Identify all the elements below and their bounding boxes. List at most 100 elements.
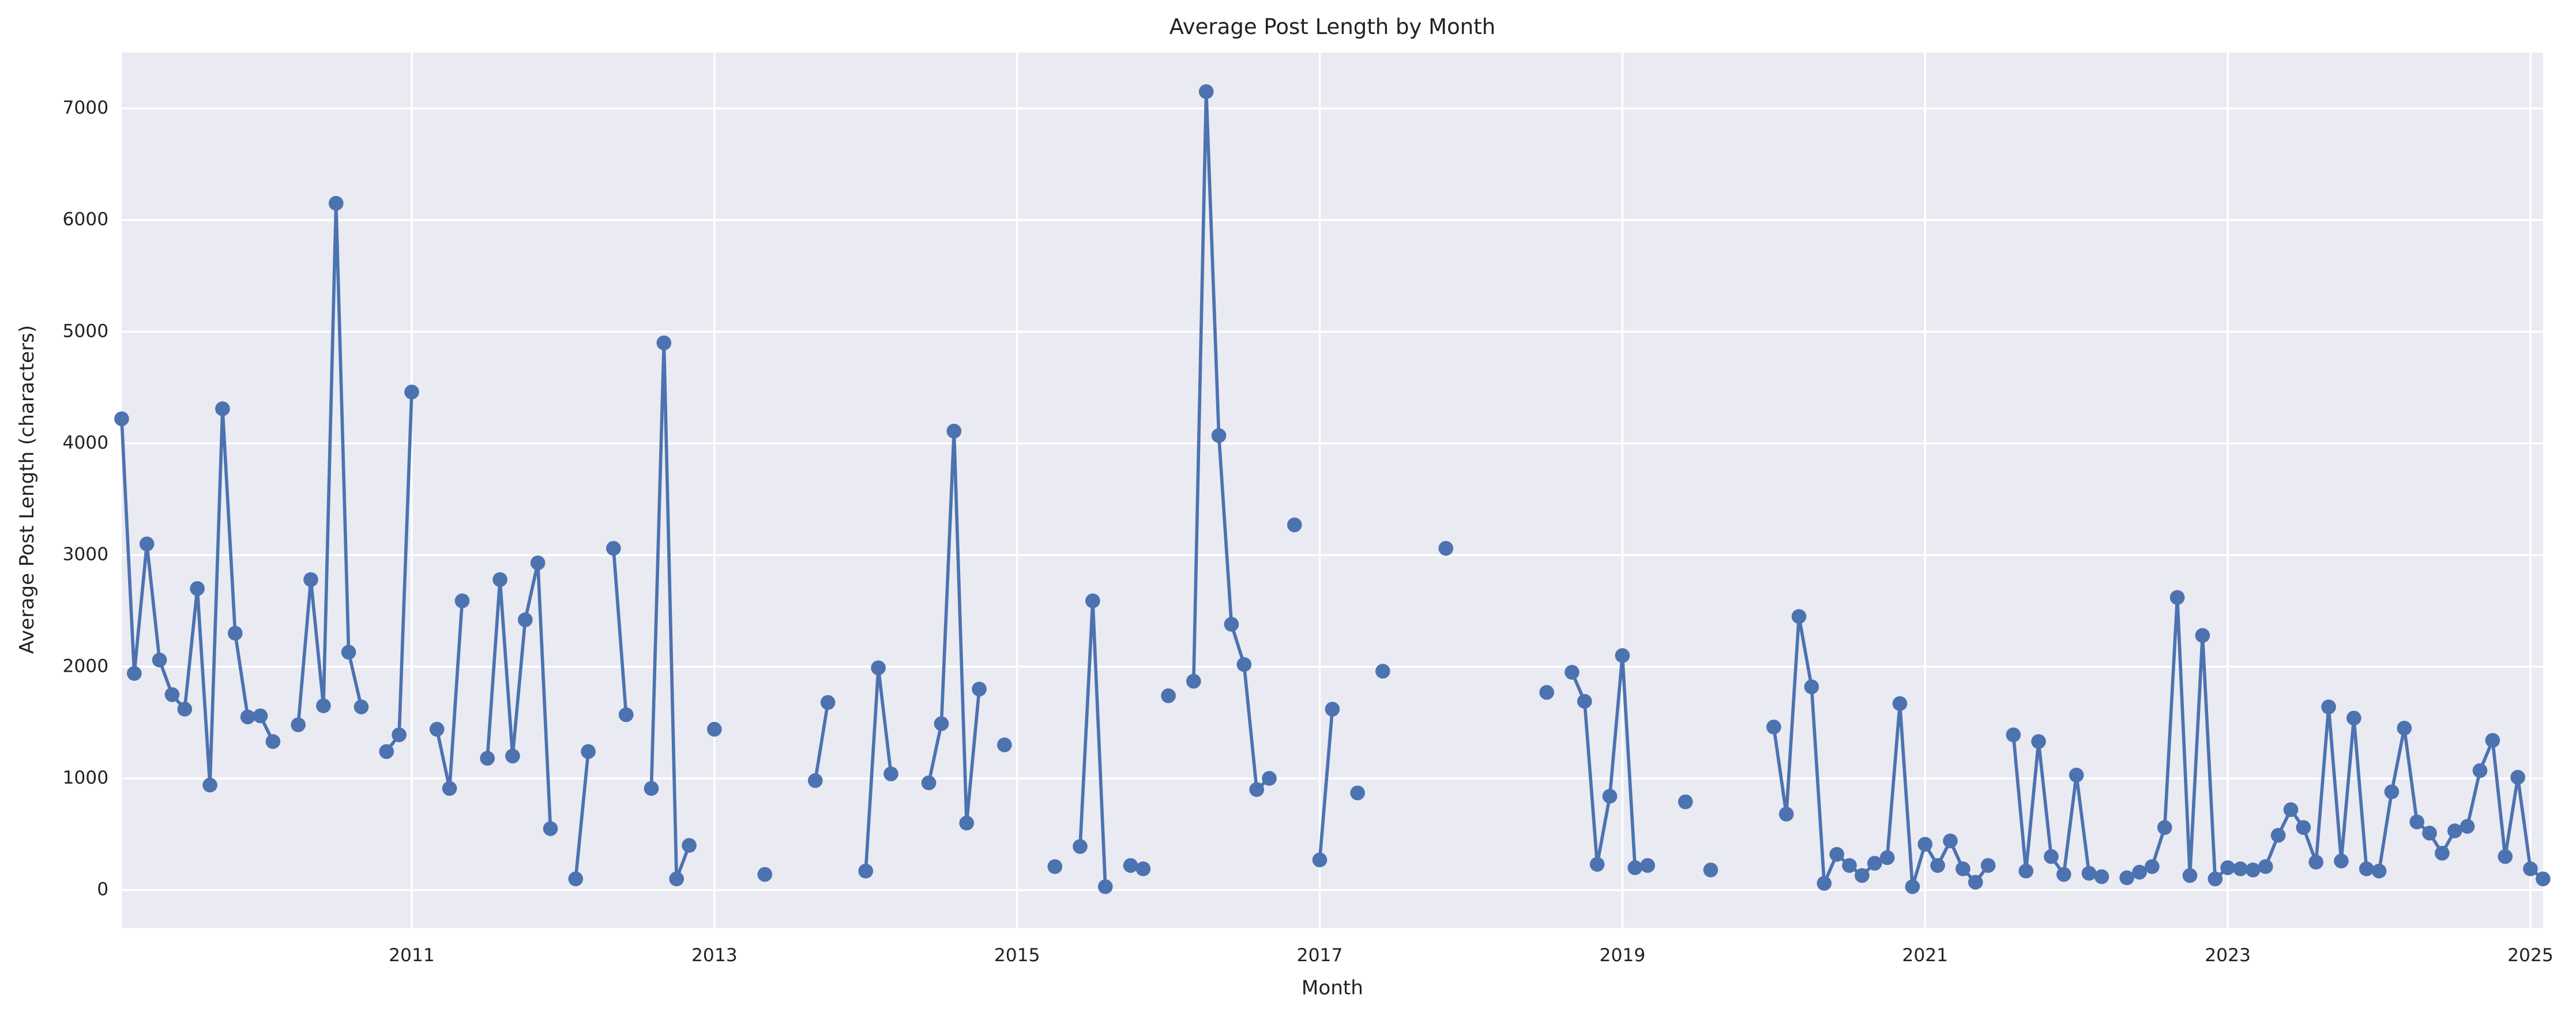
marker bbox=[707, 721, 722, 737]
marker bbox=[1817, 876, 1832, 891]
marker bbox=[2220, 860, 2235, 875]
marker bbox=[454, 593, 470, 608]
plot-area bbox=[121, 52, 2543, 928]
marker bbox=[568, 871, 584, 887]
marker bbox=[1539, 685, 1555, 700]
marker bbox=[1602, 789, 1618, 804]
marker bbox=[2359, 861, 2374, 876]
marker bbox=[2056, 867, 2071, 882]
marker bbox=[253, 708, 268, 724]
marker bbox=[1640, 858, 1655, 873]
marker bbox=[807, 773, 823, 788]
marker bbox=[2233, 861, 2248, 876]
marker bbox=[2145, 859, 2160, 874]
x-tick-label: 2015 bbox=[994, 945, 1040, 966]
marker bbox=[1879, 850, 1895, 865]
y-tick-label: 5000 bbox=[62, 321, 108, 341]
x-tick-label: 2011 bbox=[389, 945, 435, 966]
marker bbox=[2169, 590, 2185, 605]
marker bbox=[2384, 784, 2400, 800]
chart-title: Average Post Length by Month bbox=[1169, 14, 1496, 39]
marker bbox=[820, 695, 836, 710]
marker bbox=[1211, 428, 1227, 443]
marker bbox=[2208, 871, 2223, 887]
y-tick-label: 4000 bbox=[62, 432, 108, 453]
marker bbox=[429, 721, 445, 737]
marker bbox=[934, 716, 949, 731]
marker bbox=[1224, 616, 1239, 632]
marker bbox=[2397, 721, 2412, 736]
marker bbox=[1905, 879, 1920, 894]
marker bbox=[1375, 664, 1390, 679]
marker bbox=[2283, 802, 2299, 818]
marker bbox=[1577, 694, 1592, 709]
marker bbox=[341, 645, 356, 660]
line bbox=[649, 342, 691, 880]
marker bbox=[2523, 861, 2538, 876]
marker bbox=[152, 652, 167, 668]
x-tick-label: 2013 bbox=[691, 945, 738, 966]
marker bbox=[202, 777, 217, 793]
marker bbox=[1287, 517, 1302, 533]
marker bbox=[215, 401, 230, 416]
marker bbox=[1778, 807, 1794, 822]
marker bbox=[2182, 868, 2198, 883]
marker bbox=[1703, 862, 1718, 878]
marker bbox=[1249, 782, 1265, 797]
marker bbox=[2485, 733, 2500, 748]
marker bbox=[354, 699, 369, 714]
marker bbox=[1766, 720, 1781, 735]
line bbox=[2126, 597, 2544, 883]
marker bbox=[2321, 699, 2336, 714]
y-tick-label: 0 bbox=[97, 879, 108, 900]
marker bbox=[581, 744, 596, 759]
marker bbox=[2246, 862, 2261, 878]
marker bbox=[2119, 870, 2134, 886]
marker bbox=[2044, 849, 2059, 864]
marker bbox=[517, 612, 533, 627]
marker bbox=[240, 709, 255, 725]
marker bbox=[1325, 702, 1340, 717]
marker bbox=[1186, 673, 1201, 689]
marker bbox=[2435, 845, 2450, 861]
marker bbox=[316, 698, 331, 713]
marker bbox=[996, 737, 1012, 752]
marker bbox=[442, 781, 457, 796]
marker bbox=[291, 717, 306, 732]
marker bbox=[1678, 794, 1693, 810]
marker bbox=[265, 734, 281, 749]
marker bbox=[2270, 827, 2286, 843]
marker bbox=[1892, 696, 1908, 712]
marker bbox=[757, 867, 773, 882]
marker bbox=[1842, 858, 1857, 873]
x-axis-label: Month bbox=[1302, 976, 1363, 999]
marker bbox=[883, 766, 898, 782]
marker bbox=[114, 411, 129, 427]
marker bbox=[921, 775, 937, 791]
marker bbox=[2422, 826, 2437, 841]
marker bbox=[2006, 727, 2021, 743]
marker bbox=[1097, 879, 1113, 894]
marker bbox=[1589, 857, 1605, 872]
marker bbox=[2510, 770, 2525, 785]
marker bbox=[2094, 869, 2109, 884]
marker bbox=[1047, 859, 1063, 874]
marker bbox=[644, 781, 659, 796]
marker bbox=[1312, 852, 1328, 868]
marker bbox=[492, 572, 507, 588]
marker bbox=[227, 626, 243, 641]
marker bbox=[2409, 814, 2424, 830]
marker bbox=[1917, 837, 1933, 852]
marker bbox=[1262, 771, 1277, 786]
marker bbox=[1161, 688, 1176, 703]
marker bbox=[1930, 858, 1945, 873]
marker bbox=[1438, 541, 1454, 556]
marker bbox=[1615, 648, 1630, 663]
marker bbox=[1123, 858, 1138, 873]
marker bbox=[164, 687, 180, 702]
marker bbox=[618, 707, 634, 722]
marker bbox=[871, 660, 886, 676]
marker bbox=[2258, 859, 2273, 874]
marker bbox=[392, 727, 407, 743]
marker bbox=[972, 682, 987, 697]
